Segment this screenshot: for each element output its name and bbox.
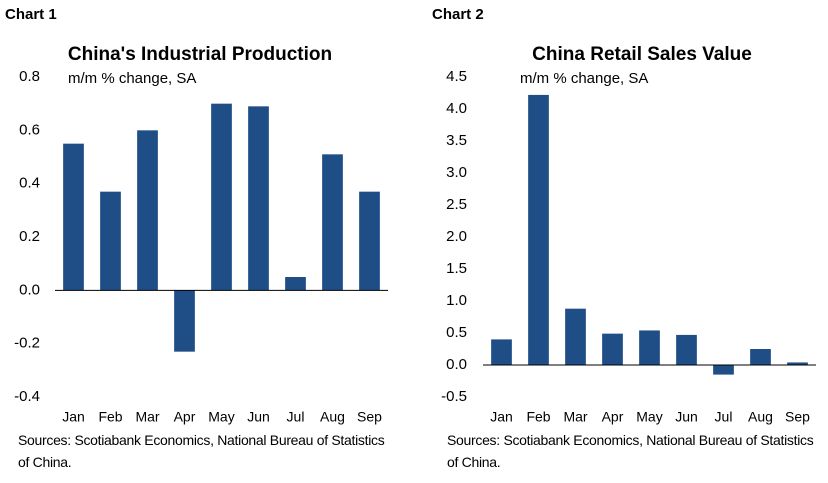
x-tick-label: Mar	[135, 409, 159, 425]
y-tick-label: 0.0	[19, 281, 40, 298]
bar	[602, 333, 623, 365]
x-tick-label: Jun	[247, 409, 270, 425]
bar	[137, 130, 158, 291]
bar	[211, 103, 232, 291]
chart-label: Chart 2	[432, 6, 484, 23]
x-tick-label: Sep	[357, 409, 382, 425]
bar	[787, 362, 808, 365]
x-tick-label: Jun	[675, 409, 698, 425]
x-tick-label: Feb	[526, 409, 550, 425]
x-tick-label: Aug	[748, 409, 773, 425]
x-tick-label: Mar	[563, 409, 587, 425]
bar	[285, 277, 306, 291]
x-tick-label: Jan	[490, 409, 513, 425]
chart-title: China Retail Sales Value	[532, 44, 752, 65]
bar	[359, 191, 380, 291]
chart-label: Chart 1	[5, 6, 57, 23]
x-tick-label: May	[636, 409, 662, 425]
y-tick-label: 0.4	[19, 175, 40, 192]
y-tick-label: 4.0	[446, 100, 467, 117]
y-tick-label: 3.5	[446, 132, 467, 149]
bar	[491, 339, 512, 365]
y-tick-label: 0.0	[446, 356, 467, 373]
x-tick-label: Aug	[320, 409, 345, 425]
y-tick-label: 2.5	[446, 196, 467, 213]
x-tick-label: Jan	[62, 409, 85, 425]
source-note: Sources: Scotiabank Economics, National …	[447, 432, 814, 470]
x-tick-label: Apr	[602, 409, 624, 425]
y-tick-label: 2.0	[446, 228, 467, 245]
y-tick-label: -0.2	[14, 335, 40, 352]
bar	[676, 334, 697, 365]
x-tick-label: Sep	[785, 409, 810, 425]
bar	[63, 143, 84, 291]
bar	[528, 94, 549, 366]
bar	[565, 308, 586, 365]
y-tick-label: 0.2	[19, 228, 40, 245]
x-tick-label: May	[208, 409, 234, 425]
y-tick-label: 4.5	[446, 68, 467, 85]
y-tick-label: 1.5	[446, 260, 467, 277]
y-tick-label: 1.0	[446, 292, 467, 309]
x-tick-label: Jul	[287, 409, 305, 425]
x-tick-label: Feb	[98, 409, 122, 425]
y-tick-label: 0.6	[19, 121, 40, 138]
bar	[100, 191, 121, 291]
bar	[713, 365, 734, 375]
y-tick-label: -0.5	[441, 388, 467, 405]
x-tick-label: Jul	[715, 409, 733, 425]
y-tick-label: 0.5	[446, 324, 467, 341]
bar	[639, 330, 660, 365]
x-tick-label: Apr	[174, 409, 196, 425]
chart-title: China's Industrial Production	[68, 44, 332, 65]
y-tick-label: 3.0	[446, 164, 467, 181]
source-note: Sources: Scotiabank Economics, National …	[18, 432, 385, 470]
bar	[750, 349, 771, 365]
bar	[322, 154, 343, 291]
chart-subtitle: m/m % change, SA	[68, 70, 196, 87]
y-tick-label: -0.4	[14, 388, 40, 405]
chart-subtitle: m/m % change, SA	[520, 70, 648, 87]
y-tick-label: 0.8	[19, 68, 40, 85]
bar	[248, 106, 269, 291]
bar	[174, 290, 195, 352]
